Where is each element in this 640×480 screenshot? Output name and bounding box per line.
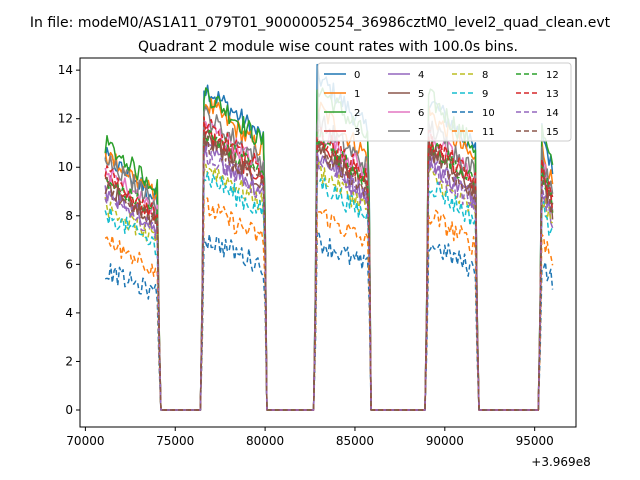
x-tick-label: 75000: [156, 434, 194, 448]
legend-label-5: 5: [418, 89, 424, 100]
legend-label-14: 14: [546, 108, 559, 119]
legend-label-13: 13: [546, 89, 559, 100]
y-tick-label: 0: [65, 403, 73, 417]
legend-label-4: 4: [418, 70, 424, 81]
legend-label-0: 0: [354, 70, 360, 81]
legend-label-12: 12: [546, 70, 559, 81]
axes-frame: [79, 57, 577, 428]
legend-label-11: 11: [482, 127, 495, 138]
legend-label-8: 8: [482, 70, 488, 81]
legend-label-3: 3: [354, 127, 360, 138]
chart-title: Quadrant 2 module wise count rates with …: [138, 39, 518, 55]
y-axis: 0 2 4 6 8 10 12 14: [58, 63, 80, 417]
x-tick-label: 95000: [516, 434, 554, 448]
legend-label-15: 15: [546, 127, 559, 138]
series-line-12: [104, 129, 554, 411]
x-tick-label: 85000: [336, 434, 374, 448]
legend-label-1: 1: [354, 89, 360, 100]
x-tick-label: 90000: [426, 434, 464, 448]
y-tick-label: 2: [65, 354, 73, 368]
y-tick-label: 8: [65, 209, 73, 223]
y-tick-label: 10: [58, 160, 73, 174]
figure-suptitle: In file: modeM0/AS1A11_079T01_9000005254…: [30, 15, 611, 31]
legend-label-9: 9: [482, 89, 488, 100]
x-tick-label: 80000: [246, 434, 284, 448]
legend-label-7: 7: [418, 127, 424, 138]
y-tick-label: 12: [58, 112, 73, 126]
legend-label-10: 10: [482, 108, 495, 119]
legend-label-6: 6: [418, 108, 424, 119]
series-line-15: [104, 129, 554, 411]
x-axis: 70000 75000 80000 85000 90000 95000: [66, 427, 554, 448]
y-tick-label: 6: [65, 257, 73, 271]
legend-box: [317, 62, 572, 142]
legend-label-2: 2: [354, 108, 360, 119]
y-tick-label: 4: [65, 306, 73, 320]
y-tick-label: 14: [58, 63, 73, 77]
x-offset-label: +3.969e8: [531, 455, 590, 469]
x-tick-label: 70000: [66, 434, 104, 448]
